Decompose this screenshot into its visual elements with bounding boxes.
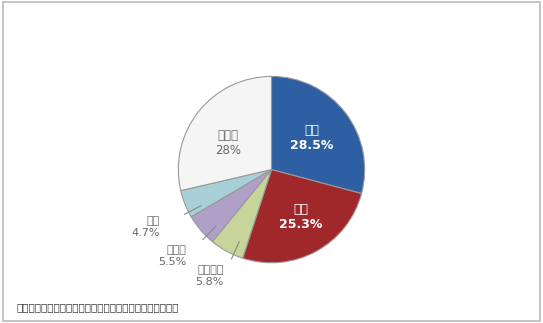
Text: 図表：日本製工作機械の輸出先別市場シェアの状況(2015年): 図表：日本製工作機械の輸出先別市場シェアの状況(2015年) xyxy=(7,15,248,27)
Wedge shape xyxy=(191,170,272,242)
Wedge shape xyxy=(181,170,272,217)
Text: 韓国
4.7%: 韓国 4.7% xyxy=(131,216,160,238)
Wedge shape xyxy=(212,170,272,258)
Wedge shape xyxy=(178,77,272,191)
Text: 出所：日本工作機械工業会ウェブサイトより大和総研作成: 出所：日本工作機械工業会ウェブサイトより大和総研作成 xyxy=(16,302,179,312)
Text: ベトナム
5.8%: ベトナム 5.8% xyxy=(195,265,224,287)
Text: その他
28%: その他 28% xyxy=(215,129,241,157)
Text: 中国
28.5%: 中国 28.5% xyxy=(290,123,333,151)
Wedge shape xyxy=(243,170,362,263)
Text: 米国
25.3%: 米国 25.3% xyxy=(279,203,323,231)
Text: ドイツ
5.5%: ドイツ 5.5% xyxy=(159,245,187,267)
Wedge shape xyxy=(272,77,365,193)
